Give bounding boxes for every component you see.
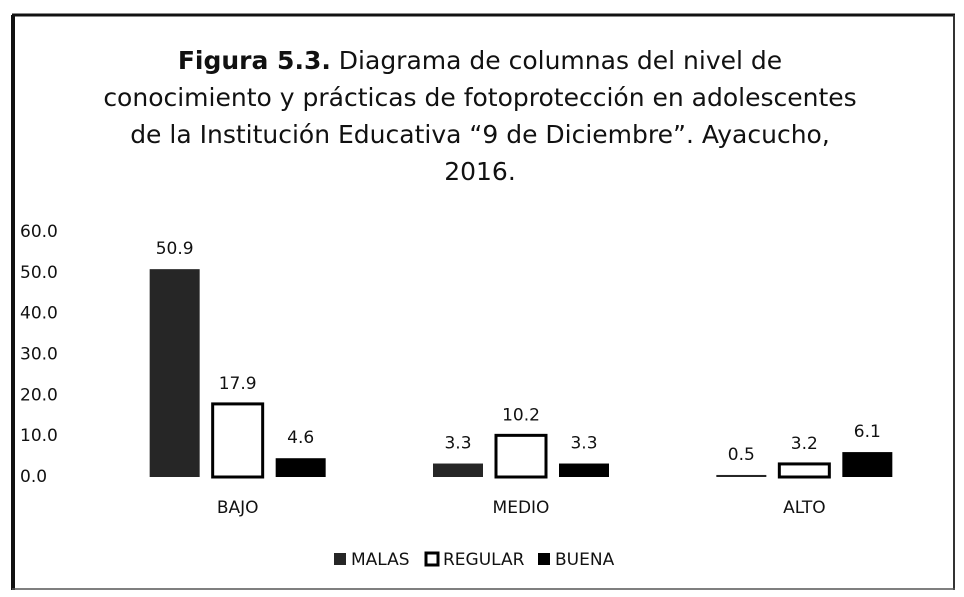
value-label: 3.3 <box>570 434 597 454</box>
value-label: 10.2 <box>502 405 540 425</box>
x-tick-label: MEDIO <box>493 498 550 518</box>
value-label: 6.1 <box>854 422 881 442</box>
bar <box>777 462 831 479</box>
bar <box>211 402 265 479</box>
y-tick-label: 10.0 <box>20 426 58 446</box>
legend-swatch <box>538 553 550 565</box>
x-tick-label: BAJO <box>217 498 259 518</box>
value-label: 50.9 <box>156 239 194 259</box>
bar <box>559 463 609 477</box>
value-label: 4.6 <box>287 428 314 448</box>
x-tick-label: ALTO <box>783 498 826 518</box>
legend-swatch <box>424 551 440 567</box>
legend-swatch <box>334 553 346 565</box>
bar <box>149 269 200 477</box>
value-label: 17.9 <box>219 374 257 394</box>
y-tick-label: 50.0 <box>20 263 58 283</box>
y-tick-label: 30.0 <box>20 345 58 365</box>
bar <box>433 463 483 477</box>
bar <box>716 474 767 477</box>
value-label: 0.5 <box>728 445 755 465</box>
y-tick-label: 40.0 <box>20 304 58 324</box>
y-tick-label: 60.0 <box>20 222 58 242</box>
chart-title: Figura 5.3. Diagrama de columnas del niv… <box>100 42 860 190</box>
bar <box>842 452 893 477</box>
y-tick-label: 20.0 <box>20 385 58 405</box>
legend-label: BUENA <box>555 550 615 570</box>
value-label: 3.3 <box>444 434 471 454</box>
title-label: Figura 5.3. <box>177 46 331 75</box>
y-tick-label: 0.0 <box>20 467 47 487</box>
legend-label: MALAS <box>351 550 410 570</box>
bar <box>494 433 548 479</box>
title-text: Diagrama de columnas del nivel de conoci… <box>103 46 857 186</box>
value-label: 3.2 <box>791 434 818 454</box>
bar <box>275 458 326 477</box>
legend-label: REGULAR <box>443 550 525 570</box>
